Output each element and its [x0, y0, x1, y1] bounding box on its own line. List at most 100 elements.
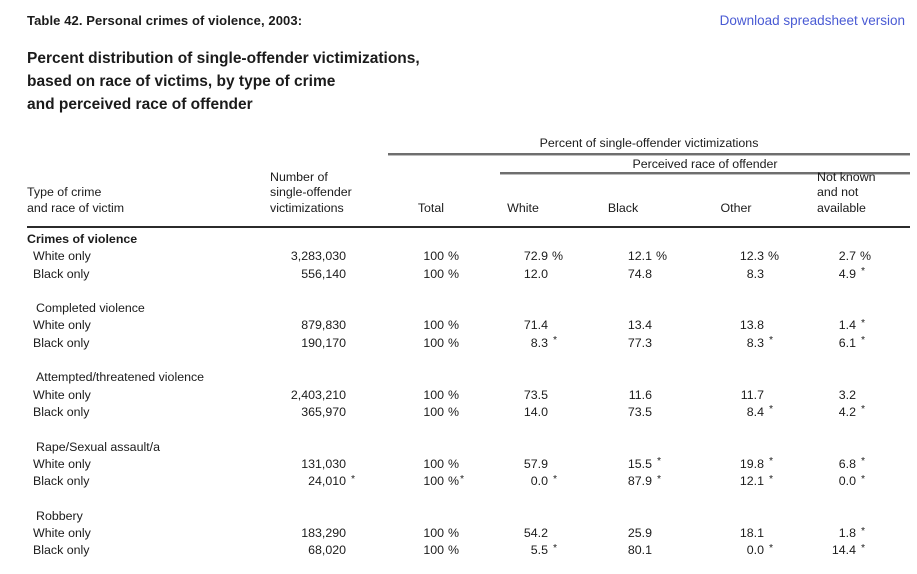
cell-number: 68,020 [308, 543, 346, 558]
cell-other: 8.3 [746, 266, 764, 281]
table-body: Crimes of violence White only 3,283,030 100… [0, 231, 917, 560]
cell-total-suffix: % [448, 387, 460, 402]
asterisk-footnote: * [861, 265, 866, 278]
asterisk-footnote: * [460, 472, 465, 485]
cell-total: 100 [423, 249, 444, 264]
asterisk-footnote: * [861, 524, 866, 537]
cell-other: 8.3 [746, 335, 764, 350]
cell-total-suffix: % [448, 404, 460, 419]
cell-number: 131,030 [301, 456, 346, 471]
gap-row [0, 283, 917, 300]
table-row: White only 3,283,030 100% 72.9% 12.1% 12.3% 2.… [0, 248, 917, 265]
row-label: Black only [33, 543, 90, 558]
cell-total-suffix: % [448, 318, 460, 333]
cell-white: 71.4 [523, 318, 548, 333]
cell-other: 11.7 [740, 387, 764, 402]
cell-white-suffix: * [552, 334, 580, 353]
cell-black: 80.1 [627, 543, 652, 558]
section-row: Robbery [0, 508, 917, 525]
cell-total-suffix: % [448, 526, 460, 541]
cell-other: 18.1 [739, 526, 764, 541]
cell-other: 8.4 [746, 404, 764, 419]
cell-notknown: 3.2 [838, 387, 856, 402]
cell-total-suffix: % [448, 543, 460, 558]
cell-other: 12.1 [739, 474, 764, 489]
cell-black-suffix: % [656, 249, 668, 264]
cell-notknown: 1.4 [838, 318, 856, 333]
cell-notknown: 6.1 [838, 335, 856, 350]
download-spreadsheet-link[interactable]: Download spreadsheet version [719, 13, 905, 28]
cell-number: 556,140 [301, 266, 346, 281]
table-number-label: Table 42. Personal crimes of violence, 2… [27, 13, 303, 28]
cell-other-suffix: * [768, 455, 796, 474]
cell-notknown-suffix: * [860, 334, 888, 353]
page-title-line-3: and perceived race of offender [27, 96, 253, 113]
row-label: White only [33, 318, 91, 333]
cell-other-suffix: * [768, 334, 796, 353]
cell-notknown-suffix: * [860, 455, 888, 474]
row-label: Black only [33, 266, 90, 281]
gap-row [0, 352, 917, 369]
cell-black: 13.4 [627, 318, 652, 333]
section-label: Rape/Sexual assault/a [36, 439, 160, 454]
section-label: Completed violence [36, 301, 145, 316]
cell-other: 13.8 [739, 318, 764, 333]
cell-white: 12.0 [523, 266, 548, 281]
asterisk-footnote: * [861, 541, 866, 554]
cell-black: 25.9 [627, 526, 652, 541]
cell-notknown: 6.8 [838, 456, 856, 471]
row-label: Black only [33, 474, 90, 489]
asterisk-footnote: * [657, 472, 662, 485]
section-row: Completed violence [0, 300, 917, 317]
rule-header-bottom [27, 226, 910, 228]
cell-other-suffix: * [768, 403, 796, 422]
table-row: White only 183,290 100% 54.2 25.9 18.1 1.8 * [0, 525, 917, 542]
gap-row [0, 421, 917, 438]
cell-total: 100 [423, 318, 444, 333]
cell-notknown: 4.9 [838, 266, 856, 281]
asterisk-footnote: * [351, 472, 356, 485]
cell-number: 183,290 [301, 526, 346, 541]
column-header-white: White [507, 200, 539, 215]
cell-notknown: 0.0 [838, 474, 856, 489]
cell-other: 0.0 [746, 543, 764, 558]
cell-white-suffix: * [552, 473, 580, 491]
cell-notknown: 4.2 [838, 404, 856, 419]
table-row: Black only 556,140 100% 12.0 74.8 8.3 4.9 * [0, 265, 917, 283]
cell-other-suffix: * [768, 542, 796, 560]
cell-white: 14.0 [523, 404, 548, 419]
row-label: White only [33, 526, 91, 541]
row-label: White only [33, 456, 91, 471]
cell-total-suffix: % [448, 335, 460, 350]
section-row: Attempted/threatened violence [0, 369, 917, 386]
asterisk-footnote: * [553, 541, 558, 554]
cell-black: 87.9 [627, 474, 652, 489]
cell-number: 879,830 [301, 318, 346, 333]
asterisk-footnote: * [553, 334, 558, 347]
cell-black: 74.8 [627, 266, 652, 281]
row-label: Black only [33, 404, 90, 419]
asterisk-footnote: * [657, 455, 662, 468]
rule-under-perceived-race-header [500, 172, 910, 174]
cell-notknown-suffix: * [860, 542, 888, 560]
page-title-line-1: Percent distribution of single-offender … [27, 50, 420, 67]
section-row: Crimes of violence [0, 231, 917, 248]
column-header-notknown: Not known and not available [817, 169, 876, 215]
cell-black: 77.3 [627, 335, 652, 350]
asterisk-footnote: * [861, 472, 866, 485]
column-header-black: Black [607, 200, 639, 215]
asterisk-footnote: * [769, 541, 774, 554]
cell-total-suffix: % [448, 456, 460, 471]
cell-total: 100 [423, 456, 444, 471]
cell-white-suffix: % [552, 249, 564, 264]
cell-notknown: 14.4 [831, 543, 856, 558]
cell-other-suffix: % [768, 249, 780, 264]
asterisk-footnote: * [861, 334, 866, 347]
cell-total-suffix: % [448, 249, 460, 264]
cell-number: 24,010 [308, 474, 346, 489]
table-row: White only 879,830 100% 71.4 13.4 13.8 1.4 * [0, 317, 917, 334]
section-label: Attempted/threatened violence [36, 370, 205, 385]
cell-total: 100 [423, 387, 444, 402]
cell-white: 73.5 [523, 387, 548, 402]
